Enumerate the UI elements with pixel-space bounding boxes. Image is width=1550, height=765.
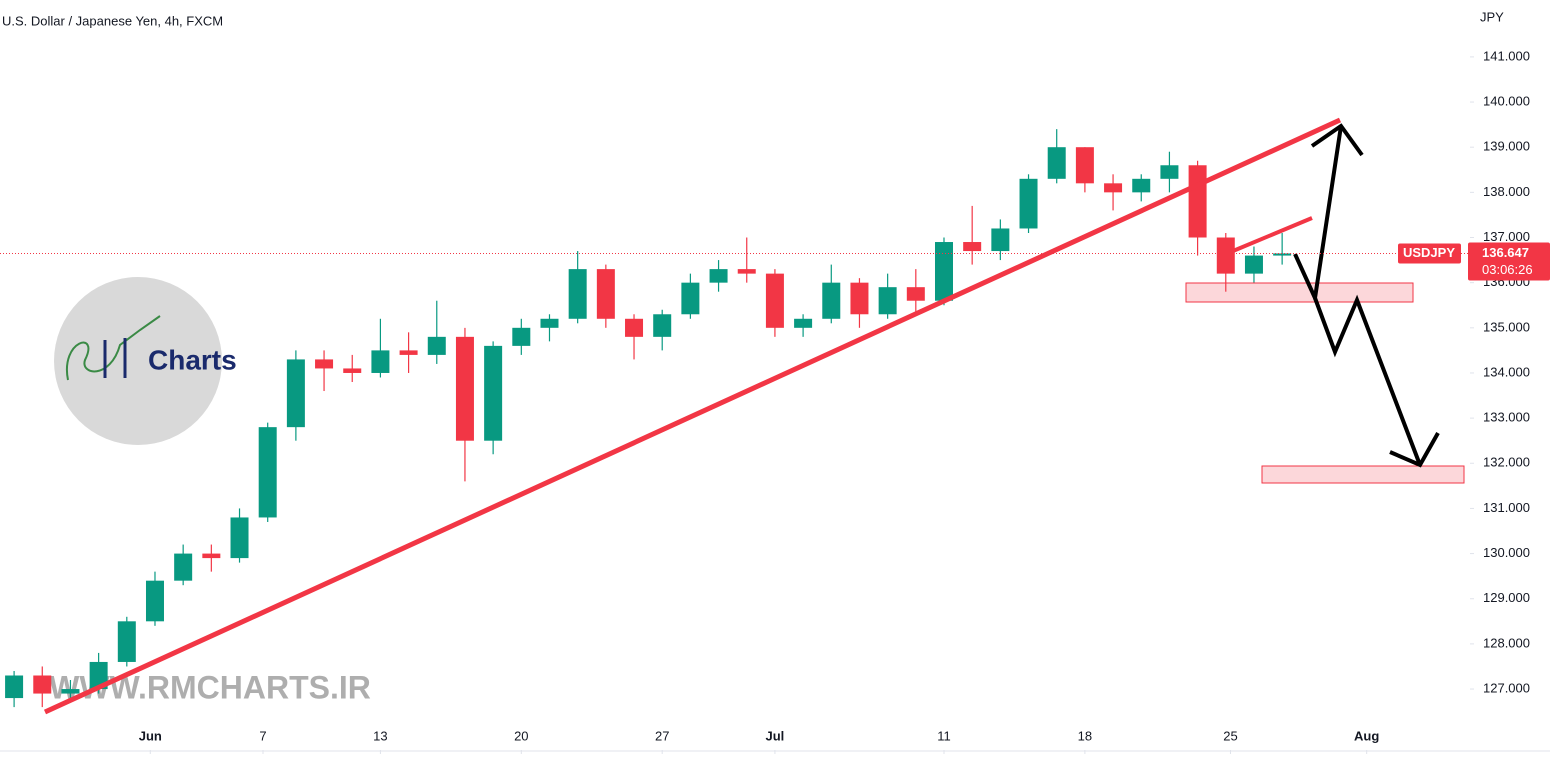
symbol-label: USDJPY: [1403, 245, 1455, 260]
arrow-head: [1310, 123, 1364, 157]
x-tick-label: 7: [259, 728, 266, 743]
x-tick-label: Jun: [139, 728, 162, 743]
y-tick-label: 127.000: [1483, 680, 1530, 695]
y-tick-label: 131.000: [1483, 500, 1530, 515]
arrow-head: [1389, 432, 1440, 468]
candle-body: [850, 282, 869, 315]
candle-body: [1019, 178, 1038, 229]
y-tick-label: 128.000: [1483, 635, 1530, 650]
y-tick-label: 139.000: [1483, 139, 1530, 154]
y-tick-label: 137.000: [1483, 229, 1530, 244]
candle-body: [906, 287, 925, 301]
x-tick-label: Jul: [766, 728, 785, 743]
support-zone: [1185, 282, 1414, 303]
candle-body: [1132, 178, 1151, 193]
y-tick-label: 134.000: [1483, 364, 1530, 379]
candle-body: [540, 318, 559, 328]
candle-body: [33, 675, 52, 694]
candle-body: [230, 517, 249, 559]
trendline: [43, 117, 1342, 715]
candle-body: [343, 368, 362, 373]
y-tick-label: 133.000: [1483, 410, 1530, 425]
symbol-box: [1398, 243, 1461, 264]
x-tick-label: 11: [937, 728, 951, 743]
candle-body: [1160, 165, 1179, 179]
candle-body: [512, 327, 531, 346]
currency-label: JPY: [1480, 9, 1504, 24]
candle-body: [765, 273, 784, 328]
candle-body: [878, 287, 897, 315]
trendline: [1232, 216, 1313, 253]
candle-body: [145, 580, 164, 622]
arrow-path: [1313, 294, 1422, 466]
candle-body: [1216, 237, 1235, 274]
y-tick-label: 130.000: [1483, 545, 1530, 560]
logo-curve: [65, 315, 161, 381]
candle-body: [1075, 147, 1094, 184]
y-tick-label: 141.000: [1483, 48, 1530, 63]
candle-body: [399, 350, 418, 355]
candle-body: [5, 675, 24, 699]
logo-circle: [54, 277, 222, 445]
candle-body: [625, 318, 644, 337]
candle-body: [737, 269, 756, 274]
x-tick-label: 20: [514, 728, 528, 743]
candle-body: [174, 553, 193, 581]
candle-body: [1244, 255, 1263, 274]
x-tick-label: 25: [1223, 728, 1237, 743]
annotations: [43, 117, 1465, 715]
candle-body: [568, 269, 587, 319]
y-tick-label: 135.000: [1483, 319, 1530, 334]
candle-body: [89, 661, 108, 690]
candle-body: [709, 269, 728, 283]
candle-body: [117, 621, 136, 662]
candle-body: [1273, 253, 1292, 256]
logo-text: Charts: [148, 344, 237, 375]
candle-body: [258, 427, 277, 518]
candle-body: [61, 689, 80, 694]
price-label: 136.647: [1482, 245, 1529, 260]
candle-body: [371, 350, 390, 373]
candle-body: [484, 345, 503, 441]
candle-body: [286, 359, 305, 428]
y-tick-label: 138.000: [1483, 184, 1530, 199]
x-tick-label: Aug: [1354, 728, 1379, 743]
candle-body: [822, 282, 841, 319]
chart-title: U.S. Dollar / Japanese Yen, 4h, FXCM: [2, 13, 223, 28]
y-tick-label: 140.000: [1483, 93, 1530, 108]
candle-body: [202, 553, 221, 559]
candle-body: [963, 242, 982, 252]
countdown-label: 03:06:26: [1482, 262, 1533, 277]
x-tick-label: 13: [373, 728, 387, 743]
target-zone: [1261, 465, 1465, 484]
candle-body: [315, 359, 334, 369]
candle-body: [1047, 147, 1066, 179]
candle-body: [653, 314, 672, 337]
x-tick-label: 18: [1078, 728, 1092, 743]
candle-body: [1188, 165, 1207, 238]
candle-body: [934, 242, 953, 301]
candle-body: [991, 228, 1010, 252]
candle-body: [455, 336, 474, 441]
y-tick-label: 129.000: [1483, 590, 1530, 605]
x-tick-label: 27: [655, 728, 669, 743]
y-tick-label: 132.000: [1483, 455, 1530, 470]
candle-body: [794, 318, 813, 328]
candle-body: [681, 282, 700, 315]
price-box: [1468, 242, 1550, 281]
candle-body: [427, 336, 446, 355]
candle-body: [1104, 183, 1123, 193]
candle-body: [596, 269, 615, 319]
logo: Charts: [54, 277, 237, 445]
